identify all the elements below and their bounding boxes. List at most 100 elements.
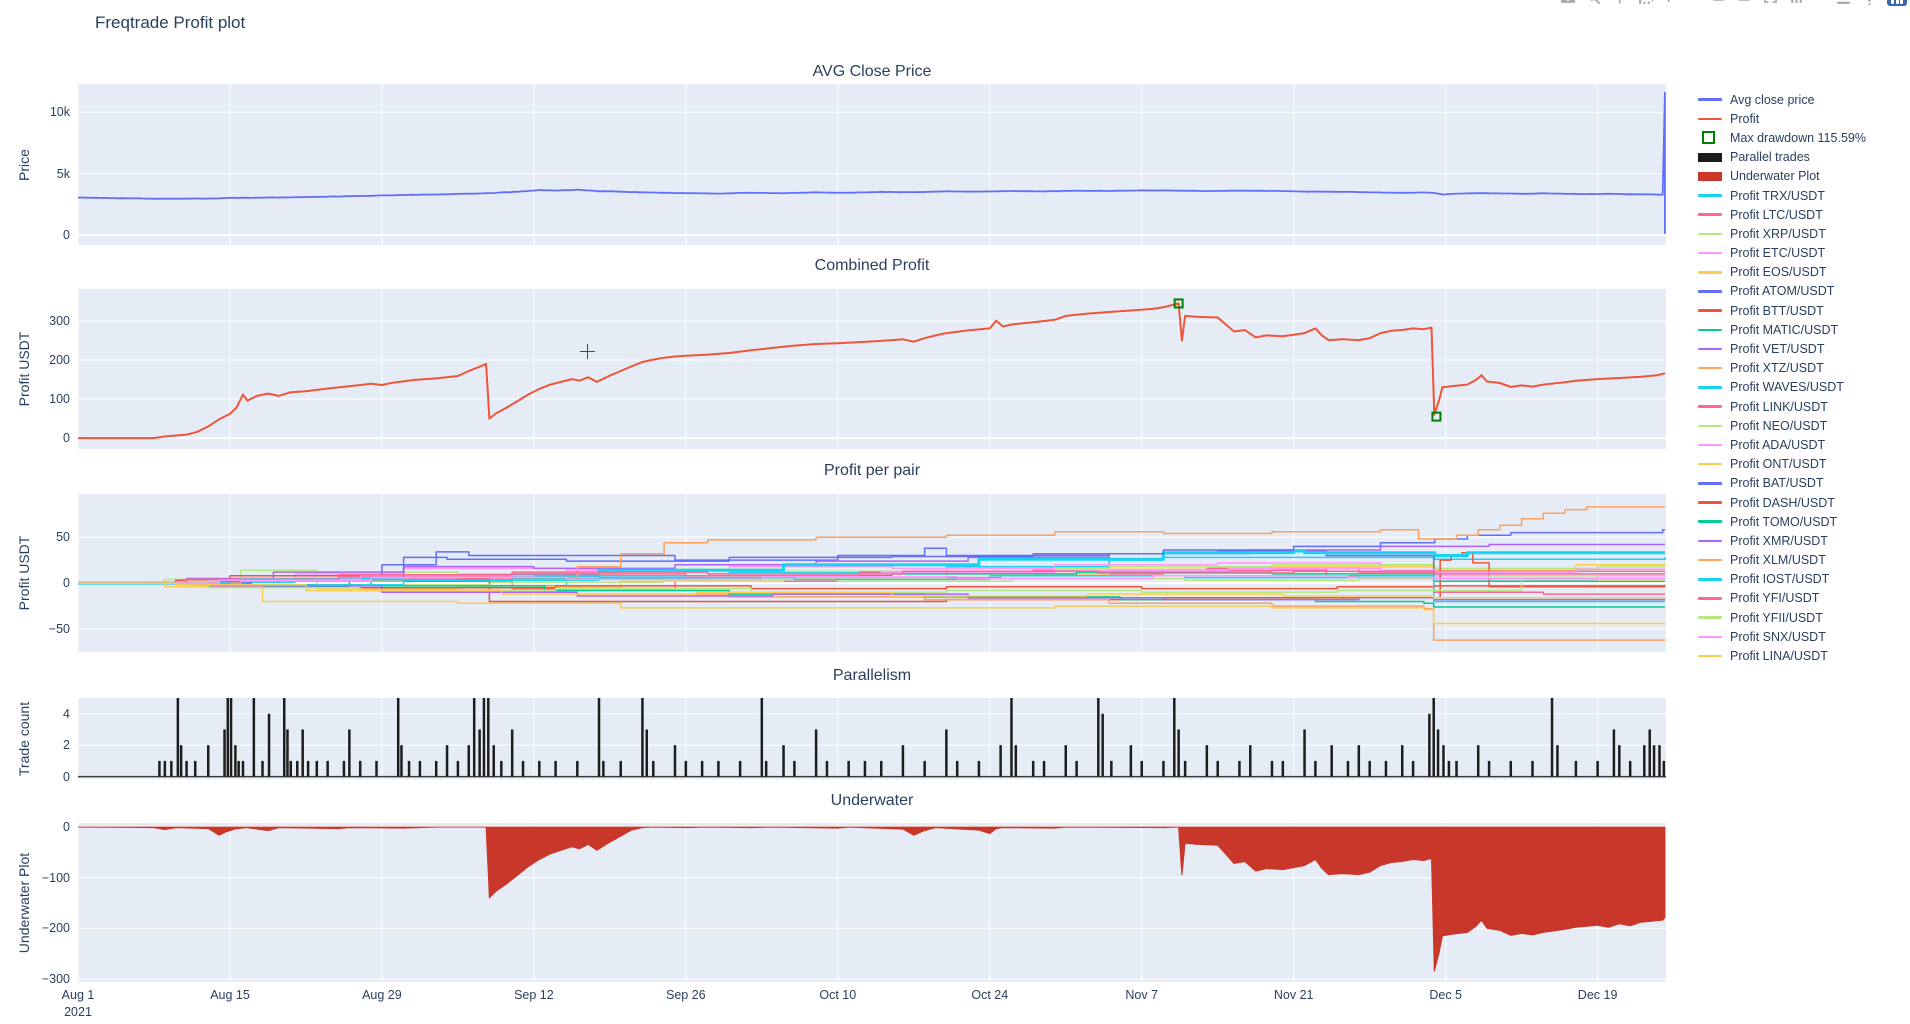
zoom-in-icon[interactable]	[1710, 0, 1727, 6]
zoom-out-icon[interactable]	[1736, 0, 1753, 6]
series-profit-vet-usdt	[78, 543, 1665, 584]
subplot-0[interactable]	[77, 84, 1666, 245]
subplot-1[interactable]	[77, 289, 1666, 449]
download-png-icon[interactable]	[1559, 0, 1576, 6]
subplot-title: AVG Close Price	[812, 63, 932, 80]
legend-item-profit-ont-usdt[interactable]: Profit ONT/USDT	[1698, 455, 1866, 474]
legend-item-label: Profit YFII/USDT	[1730, 610, 1823, 625]
legend-square-marker-icon	[1698, 131, 1722, 145]
plotly-logo[interactable]	[1887, 0, 1907, 6]
legend-item-parallel-trades[interactable]: Parallel trades	[1698, 148, 1866, 167]
parallelism-bar	[1249, 745, 1252, 777]
zoom-icon[interactable]	[1585, 0, 1602, 6]
parallelism-bar	[261, 760, 264, 777]
parallelism-bar	[158, 760, 161, 777]
y-tick-label: −300	[41, 972, 70, 986]
legend-item-profit[interactable]: Profit	[1698, 109, 1866, 128]
legend-item-label: Profit ETC/USDT	[1730, 246, 1826, 261]
parallelism-bar	[1476, 745, 1480, 777]
parallelism-bar	[510, 729, 514, 777]
parallelism-bar	[1550, 698, 1554, 777]
legend-item-profit-etc-usdt[interactable]: Profit ETC/USDT	[1698, 244, 1866, 263]
x-tick-label: Oct 10	[819, 988, 857, 1002]
subplot-2[interactable]	[77, 494, 1666, 652]
legend-item-profit-eos-usdt[interactable]: Profit EOS/USDT	[1698, 263, 1866, 282]
subplot-3[interactable]	[77, 698, 1666, 779]
subplot-4[interactable]	[77, 823, 1666, 982]
legend-item-label: Profit XTZ/USDT	[1730, 361, 1824, 376]
y-tick-label: 0	[63, 576, 70, 591]
parallelism-bar	[1140, 760, 1143, 777]
legend-item-profit-waves-usdt[interactable]: Profit WAVES/USDT	[1698, 378, 1866, 397]
legend-item-label: Profit BTT/USDT	[1730, 303, 1824, 318]
legend-item-profit-btt-usdt[interactable]: Profit BTT/USDT	[1698, 301, 1866, 320]
legend-line-swatch-icon	[1698, 271, 1722, 274]
legend-line-swatch-icon	[1698, 328, 1722, 332]
legend-item-label: Profit IOST/USDT	[1730, 572, 1830, 587]
legend-item-profit-vet-usdt[interactable]: Profit VET/USDT	[1698, 339, 1866, 358]
legend-item-profit-matic-usdt[interactable]: Profit MATIC/USDT	[1698, 320, 1866, 339]
legend-item-label: Profit LINA/USDT	[1730, 649, 1828, 664]
hover-mode-icon[interactable]	[1861, 0, 1878, 6]
x-tick-label: Sep 12	[514, 988, 554, 1002]
legend-item-profit-dash-usdt[interactable]: Profit DASH/USDT	[1698, 493, 1866, 512]
legend-item-profit-ltc-usdt[interactable]: Profit LTC/USDT	[1698, 205, 1866, 224]
autoscale-icon[interactable]	[1762, 0, 1779, 6]
legend-item-profit-trx-usdt[interactable]: Profit TRX/USDT	[1698, 186, 1866, 205]
legend-item-profit-ada-usdt[interactable]: Profit ADA/USDT	[1698, 435, 1866, 454]
legend-item-label: Profit ATOM/USDT	[1730, 284, 1835, 299]
legend-line-swatch-icon	[1698, 501, 1722, 504]
legend-item-max-drawdown-115-59-[interactable]: Max drawdown 115.59%	[1698, 128, 1866, 147]
reset-axes-icon[interactable]	[1788, 0, 1805, 6]
pan-icon[interactable]	[1611, 0, 1628, 6]
legend-item-underwater-plot[interactable]: Underwater Plot	[1698, 167, 1866, 186]
parallelism-bar	[1314, 760, 1317, 777]
parallelism-bar	[1432, 698, 1435, 777]
legend-item-label: Profit DASH/USDT	[1730, 495, 1835, 510]
legend-item-avg-close-price[interactable]: Avg close price	[1698, 90, 1866, 109]
parallelism-bar	[977, 760, 981, 777]
legend-item-profit-link-usdt[interactable]: Profit LINK/USDT	[1698, 397, 1866, 416]
y-tick-label: 300	[49, 314, 70, 328]
parallelism-bar	[1531, 760, 1534, 777]
toggle-spikelines-icon[interactable]	[1835, 0, 1852, 6]
legend-item-profit-xmr-usdt[interactable]: Profit XMR/USDT	[1698, 531, 1866, 550]
parallelism-bar	[1428, 713, 1431, 777]
parallelism-bar	[434, 760, 438, 777]
parallelism-bar	[1216, 760, 1219, 777]
legend-line-swatch-icon	[1698, 152, 1722, 162]
parallelism-bar	[1658, 745, 1661, 777]
legend-item-profit-bat-usdt[interactable]: Profit BAT/USDT	[1698, 474, 1866, 493]
parallelism-bar	[1031, 760, 1035, 777]
legend-item-profit-yfi-usdt[interactable]: Profit YFI/USDT	[1698, 589, 1866, 608]
legend: Avg close price Profit Max drawdown 115.59…	[1698, 90, 1866, 666]
y-tick-label: −200	[41, 921, 70, 936]
box-select-icon[interactable]	[1637, 0, 1654, 6]
y-tick-label: 0	[63, 769, 70, 784]
legend-item-profit-tomo-usdt[interactable]: Profit TOMO/USDT	[1698, 512, 1866, 531]
legend-item-profit-iost-usdt[interactable]: Profit IOST/USDT	[1698, 570, 1866, 589]
legend-item-profit-snx-usdt[interactable]: Profit SNX/USDT	[1698, 627, 1866, 646]
y-axis-title: Underwater Plot	[16, 852, 32, 953]
parallelism-bar	[482, 698, 486, 777]
legend-item-profit-atom-usdt[interactable]: Profit ATOM/USDT	[1698, 282, 1866, 301]
y-tick-label: 5k	[56, 166, 70, 181]
parallelism-bar	[1556, 745, 1559, 777]
legend-item-profit-yfii-usdt[interactable]: Profit YFII/USDT	[1698, 608, 1866, 627]
legend-item-profit-xtz-usdt[interactable]: Profit XTZ/USDT	[1698, 359, 1866, 378]
lasso-select-icon[interactable]	[1663, 0, 1680, 6]
legend-item-profit-lina-usdt[interactable]: Profit LINA/USDT	[1698, 646, 1866, 665]
parallelism-bar	[863, 760, 867, 777]
parallelism-bar	[1455, 760, 1458, 777]
legend-item-label: Underwater Plot	[1730, 169, 1820, 184]
legend-item-profit-xrp-usdt[interactable]: Profit XRP/USDT	[1698, 224, 1866, 243]
parallelism-bar	[418, 760, 422, 777]
parallelism-bar	[1075, 760, 1078, 777]
parallelism-bar	[375, 760, 378, 777]
parallelism-bar	[1643, 745, 1646, 777]
parallelism-bar	[176, 698, 180, 777]
legend-item-profit-xlm-usdt[interactable]: Profit XLM/USDT	[1698, 551, 1866, 570]
legend-item-profit-neo-usdt[interactable]: Profit NEO/USDT	[1698, 416, 1866, 435]
